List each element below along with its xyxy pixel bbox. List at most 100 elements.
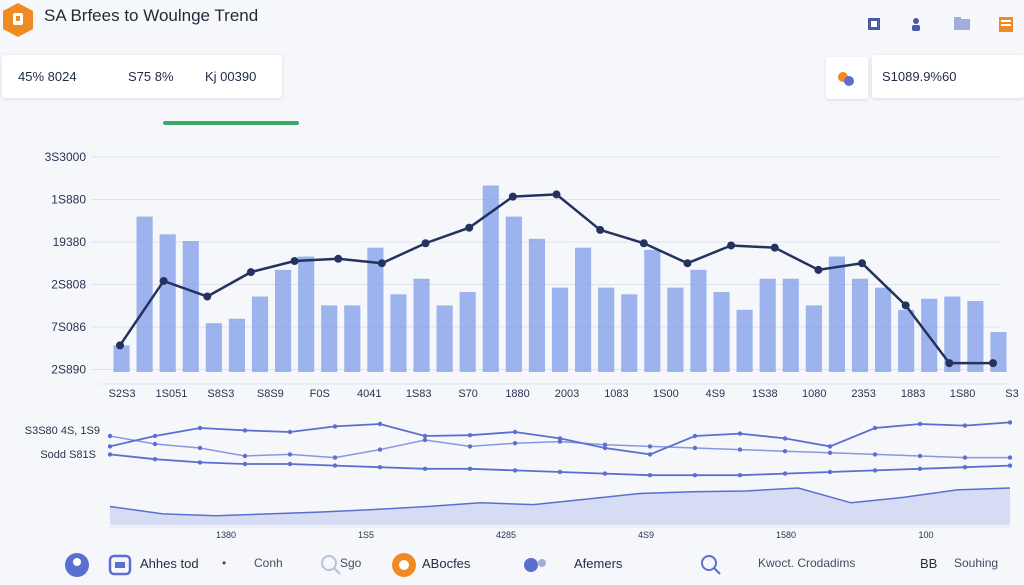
secondary-point <box>197 425 203 431</box>
stat-2: S75 8% <box>128 69 174 84</box>
secondary-point <box>512 441 518 446</box>
trend-point <box>377 259 386 268</box>
secondary-point <box>602 445 608 451</box>
secondary-point <box>692 445 698 451</box>
tag-icon[interactable] <box>108 552 134 578</box>
user-icon[interactable] <box>906 14 926 34</box>
footer-item-1[interactable]: Ahhes tod <box>140 556 199 571</box>
bar <box>736 309 753 372</box>
secondary-point <box>512 468 518 473</box>
settings-icon[interactable] <box>522 552 548 578</box>
area-line <box>109 487 1011 517</box>
bar <box>898 309 915 372</box>
trend-point <box>814 265 823 274</box>
x-tick-label: 1S80 <box>950 388 976 400</box>
bar <box>782 278 799 372</box>
footer-item-7[interactable]: Souhing <box>954 556 999 570</box>
secondary-point <box>872 468 878 473</box>
lower-x-tick-label: 1380 <box>216 530 236 540</box>
secondary-point <box>422 433 428 439</box>
secondary-point <box>827 450 833 455</box>
bar <box>367 247 384 372</box>
secondary-point <box>917 421 923 427</box>
trend-point <box>596 225 605 234</box>
bar <box>759 278 776 372</box>
footer-item-5[interactable]: Afemers <box>574 556 623 571</box>
search-icon-2[interactable] <box>698 552 724 578</box>
footer-item-3[interactable]: Sgo <box>340 556 362 570</box>
x-tick-label: S8S3 <box>207 388 234 400</box>
bar <box>321 305 338 372</box>
bar <box>275 269 292 372</box>
badge-icon[interactable] <box>391 552 417 578</box>
footer-dot: • <box>222 556 227 570</box>
lower-x-tick-label: 4285 <box>496 530 516 540</box>
bar <box>136 216 153 372</box>
page-title: SA Brfees to Woulnge Trend <box>44 6 259 25</box>
secondary-point <box>152 441 158 447</box>
footer-item-4[interactable]: ABocfes <box>422 556 471 571</box>
notebook-icon[interactable] <box>996 14 1016 34</box>
secondary-point <box>1007 463 1013 468</box>
summary-card: S1089.9%60 <box>872 55 1024 98</box>
search-icon[interactable] <box>318 552 344 578</box>
bar <box>690 269 707 372</box>
secondary-point <box>107 444 113 449</box>
x-tick-label: 1083 <box>604 388 628 400</box>
secondary-point <box>827 469 833 475</box>
y-tick-label: 2S808 <box>51 278 86 292</box>
bar <box>113 345 130 372</box>
x-tick-label: S70 <box>458 388 478 400</box>
trend-point <box>203 292 212 301</box>
footer-item-6[interactable]: Kwoct. Crodadims <box>758 556 856 570</box>
secondary-point <box>737 447 743 452</box>
footer-item-2[interactable]: Conh <box>254 556 283 570</box>
x-tick-label: 1S051 <box>156 388 188 400</box>
user-circle-icon[interactable] <box>64 552 90 578</box>
secondary-point <box>962 455 968 460</box>
bar <box>944 296 961 372</box>
secondary-point <box>917 466 923 471</box>
secondary-point <box>602 471 608 476</box>
lower-x-tick-label: 1S5 <box>358 530 374 540</box>
bar <box>598 287 615 372</box>
secondary-point <box>332 455 338 460</box>
x-tick-label: 1883 <box>901 388 925 400</box>
logo-badge-icon <box>3 3 33 37</box>
secondary-point <box>962 465 968 470</box>
bar <box>182 241 199 372</box>
stat-1: 45% 8024 <box>18 69 77 84</box>
lower-x-tick-label: 1580 <box>776 530 796 540</box>
bar <box>205 323 222 372</box>
trend-point <box>465 223 474 232</box>
stats-card: 45% 8024 S75 8% Kj 00390 <box>2 55 282 98</box>
trend-point <box>945 359 954 368</box>
bar <box>505 216 522 372</box>
x-tick-label: S3 <box>1005 388 1018 400</box>
trend-point <box>770 243 779 252</box>
trend-point <box>639 239 648 248</box>
x-tick-label: 4S9 <box>706 388 726 400</box>
secondary-point <box>467 444 473 449</box>
secondary-point <box>872 425 878 431</box>
secondary-point <box>917 453 923 459</box>
bar <box>575 247 592 372</box>
sparkle-button[interactable] <box>826 57 868 99</box>
trend-point <box>989 359 997 368</box>
bar <box>436 305 453 372</box>
music-icon[interactable] <box>864 14 884 34</box>
lower-y-label: Sodd S81S <box>40 449 96 461</box>
secondary-point <box>737 473 743 478</box>
bar <box>251 296 269 372</box>
secondary-point <box>242 428 248 433</box>
x-tick-label: 4041 <box>357 388 381 400</box>
trend-point <box>858 259 867 268</box>
trend-point <box>290 257 299 265</box>
secondary-point <box>332 424 338 429</box>
folder-icon[interactable] <box>952 14 972 34</box>
secondary-point <box>557 439 563 444</box>
summary-value: S1089.9%60 <box>882 69 957 84</box>
x-tick-label: 1S83 <box>406 388 432 400</box>
secondary-point <box>557 469 563 475</box>
bar <box>551 287 569 372</box>
